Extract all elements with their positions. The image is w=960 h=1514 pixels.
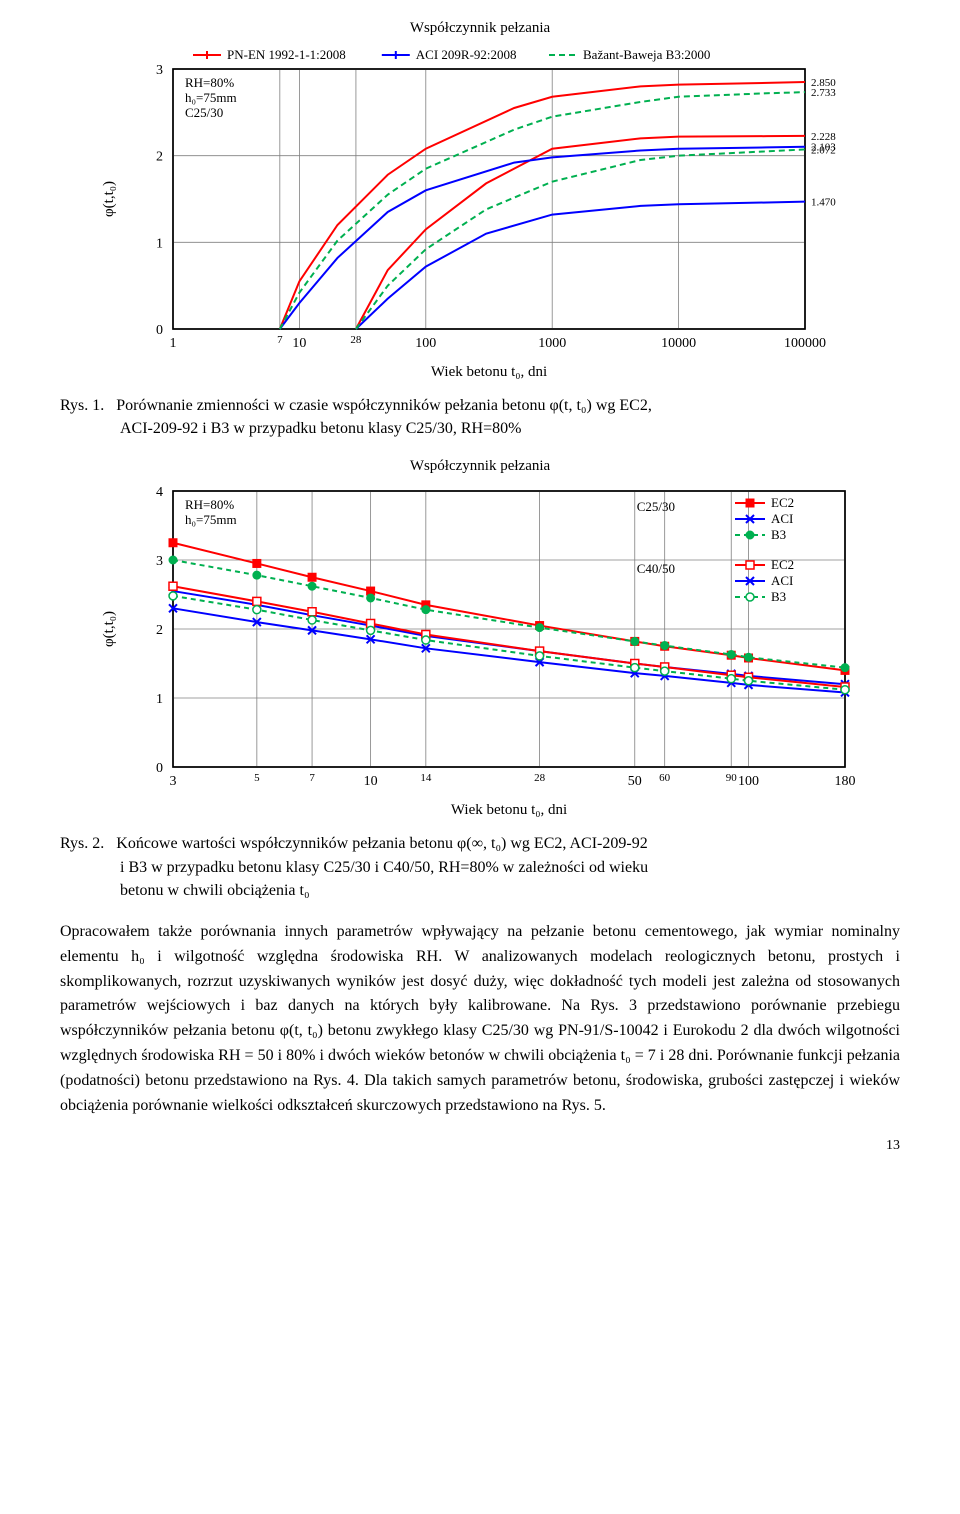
svg-text:100000: 100000 — [784, 336, 826, 351]
svg-text:100: 100 — [738, 774, 759, 789]
svg-text:180: 180 — [835, 774, 856, 789]
svg-text:10000: 10000 — [661, 336, 696, 351]
svg-text:0: 0 — [156, 761, 163, 776]
svg-text:2: 2 — [156, 623, 163, 638]
svg-text:B3: B3 — [771, 527, 786, 542]
svg-text:7: 7 — [309, 772, 315, 784]
caption1-prefix: Rys. 1. — [60, 397, 104, 414]
caption2-prefix: Rys. 2. — [60, 835, 104, 852]
chart2-title: Współczynnik pełzania — [95, 458, 865, 475]
chart2-svg: 3 10 50 100 180 5 7 14 28 60 90 0 1 2 3 4 Wiek betonu t₀… — [95, 477, 865, 822]
svg-text:Wiek betonu t₀, dni: Wiek betonu t₀, dni — [451, 802, 567, 818]
svg-text:RH=80%: RH=80% — [185, 75, 234, 90]
svg-text:3: 3 — [156, 63, 163, 78]
svg-text:B3: B3 — [771, 589, 786, 604]
svg-text:C40/50: C40/50 — [637, 561, 675, 576]
caption2-line3: betonu w chwili obciążenia t₀ — [120, 882, 310, 899]
caption-1: Rys. 1. Porównanie zmienności w czasie w… — [60, 394, 900, 440]
svg-text:h₀=75mm: h₀=75mm — [185, 512, 237, 527]
chart-2: Współczynnik pełzania 310501001805714286… — [95, 458, 865, 822]
svg-text:2.072: 2.072 — [811, 144, 836, 156]
svg-text:0: 0 — [156, 323, 163, 338]
svg-text:1000: 1000 — [538, 336, 566, 351]
svg-text:h₀=75mm: h₀=75mm — [185, 90, 237, 105]
svg-text:ACI: ACI — [771, 511, 793, 526]
body-paragraph: Opracowałem także porównania innych para… — [60, 920, 900, 1118]
svg-text:φ(t,t₀): φ(t,t₀) — [101, 181, 117, 217]
svg-text:60: 60 — [659, 772, 671, 784]
svg-text:100: 100 — [415, 336, 436, 351]
svg-text:1.470: 1.470 — [811, 197, 836, 209]
svg-text:Bažant-Baweja B3:2000: Bažant-Baweja B3:2000 — [583, 47, 710, 62]
caption-2: Rys. 2. Końcowe wartości współczynników … — [60, 832, 900, 902]
svg-text:1: 1 — [156, 692, 163, 707]
svg-text:10: 10 — [364, 774, 378, 789]
caption1-line1: Porównanie zmienności w czasie współczyn… — [116, 397, 652, 414]
svg-text:ACI 209R-92:2008: ACI 209R-92:2008 — [416, 47, 517, 62]
svg-text:14: 14 — [420, 772, 432, 784]
svg-text:2.733: 2.733 — [811, 87, 836, 99]
caption1-line2: ACI-209-92 i B3 w przypadku betonu klasy… — [120, 420, 521, 437]
svg-text:2: 2 — [156, 150, 163, 165]
svg-text:EC2: EC2 — [771, 495, 794, 510]
svg-text:7: 7 — [277, 334, 283, 346]
svg-text:28: 28 — [534, 772, 546, 784]
svg-text:1: 1 — [156, 236, 163, 251]
svg-text:1: 1 — [170, 336, 177, 351]
svg-text:3: 3 — [156, 554, 163, 569]
svg-text:C25/30: C25/30 — [185, 105, 223, 120]
caption2-line2: i B3 w przypadku betonu klasy C25/30 i C… — [120, 859, 648, 876]
svg-text:EC2: EC2 — [771, 557, 794, 572]
caption2-line1: Końcowe wartości współczynników pełzania… — [116, 835, 647, 852]
svg-text:5: 5 — [254, 772, 260, 784]
svg-text:50: 50 — [628, 774, 642, 789]
svg-text:90: 90 — [726, 772, 738, 784]
svg-text:ACI: ACI — [771, 573, 793, 588]
svg-text:4: 4 — [156, 485, 163, 500]
svg-text:28: 28 — [350, 334, 362, 346]
svg-text:C25/30: C25/30 — [637, 499, 675, 514]
page-number: 13 — [60, 1138, 900, 1154]
svg-text:RH=80%: RH=80% — [185, 497, 234, 512]
chart1-svg: 1101001000100001000007280123Wiek betonu … — [95, 39, 865, 384]
chart-1: Współczynnik pełzania 110100100010000100… — [95, 20, 865, 384]
svg-text:PN-EN 1992-1-1:2008: PN-EN 1992-1-1:2008 — [227, 47, 346, 62]
svg-text:φ(t,t₀): φ(t,t₀) — [101, 611, 117, 647]
svg-text:3: 3 — [170, 774, 177, 789]
chart1-title: Współczynnik pełzania — [95, 20, 865, 37]
svg-text:10: 10 — [292, 336, 306, 351]
svg-text:Wiek betonu t₀, dni: Wiek betonu t₀, dni — [431, 364, 547, 380]
